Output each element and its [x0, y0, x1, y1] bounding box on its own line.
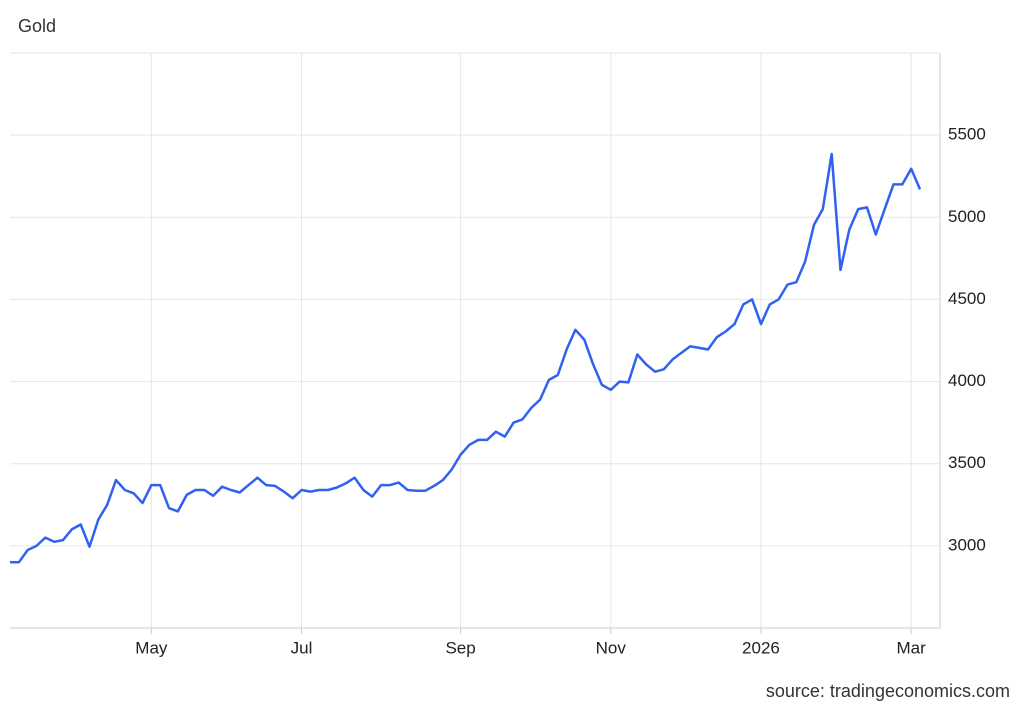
- y-tick-label: 4000: [948, 371, 986, 390]
- y-tick-label: 5500: [948, 125, 986, 144]
- x-tick-label: Nov: [596, 638, 627, 657]
- y-tick-label: 5000: [948, 207, 986, 226]
- chart-title: Gold: [18, 16, 56, 36]
- source-note: source: tradingeconomics.com: [766, 681, 1010, 701]
- y-tick-label: 3000: [948, 535, 986, 554]
- x-tick-label: Sep: [445, 638, 475, 657]
- x-tick-label: Mar: [897, 638, 927, 657]
- price-line: [10, 152, 922, 564]
- y-tick-label: 3500: [948, 453, 986, 472]
- x-tick-label: Jul: [291, 638, 313, 657]
- x-tick-label: 2026: [742, 638, 780, 657]
- y-tick-label: 4500: [948, 289, 986, 308]
- x-tick-label: May: [135, 638, 168, 657]
